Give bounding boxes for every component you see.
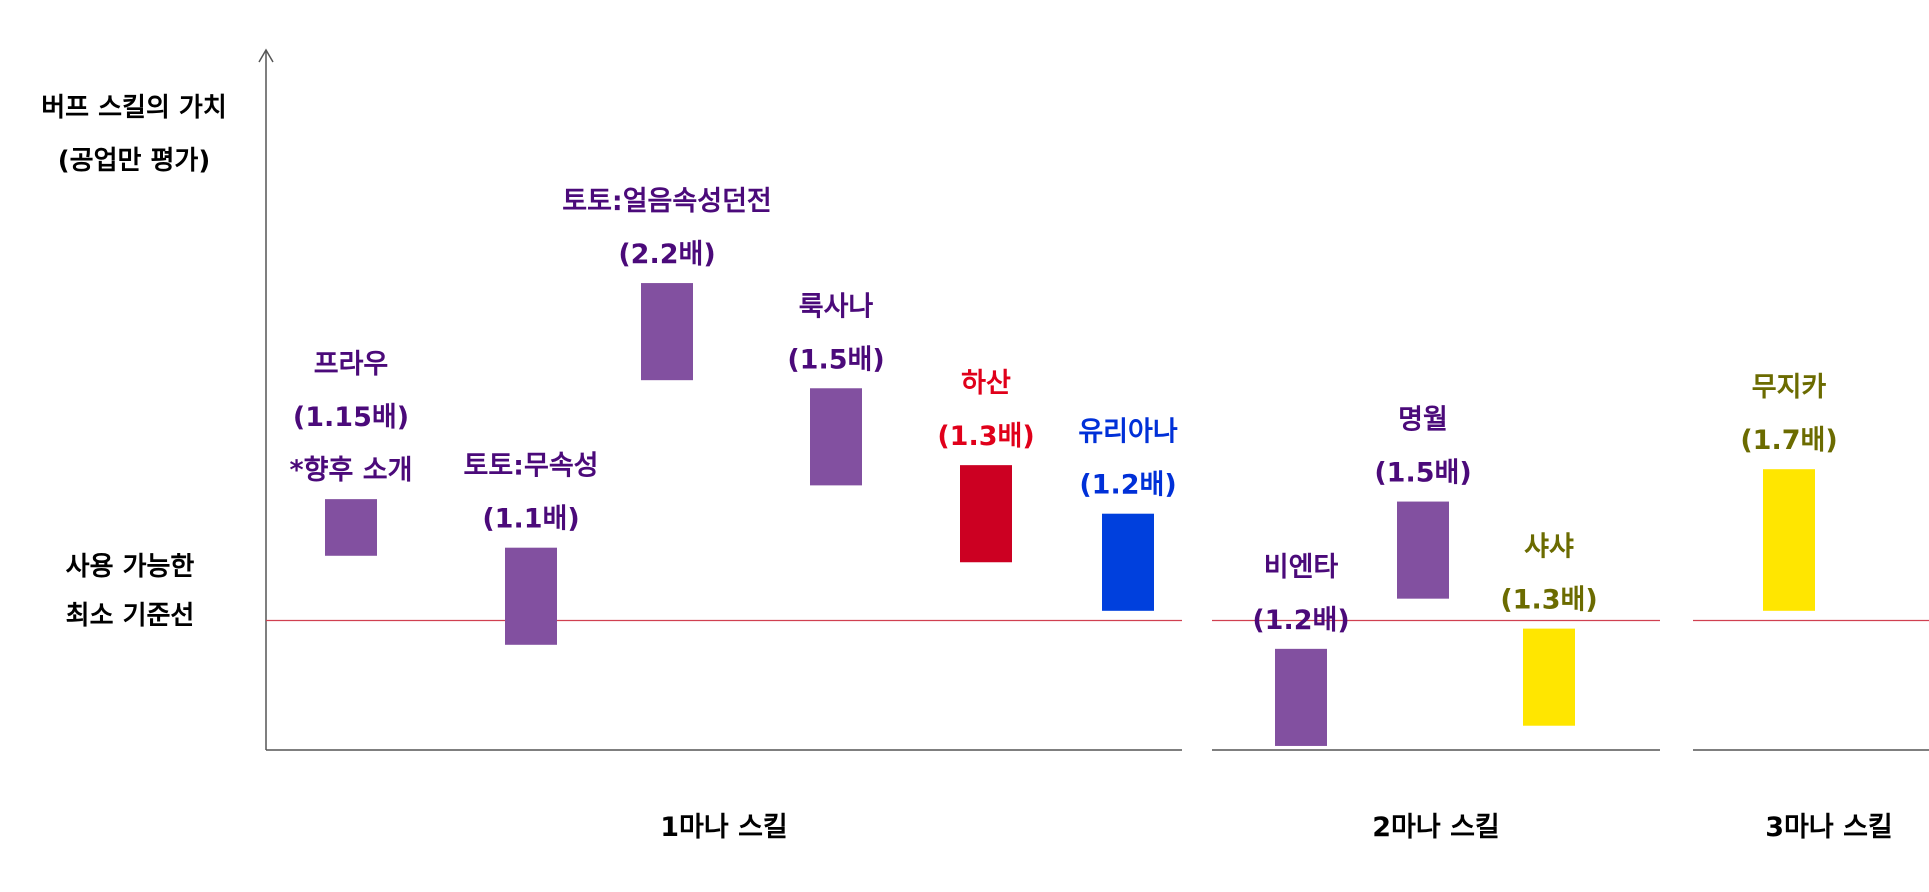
bar [810,388,862,486]
bar [1102,513,1154,611]
y-axis-arrow-icon [258,48,274,63]
bar [641,283,693,381]
group-label: 1마나 스킬 [660,812,788,843]
bar-value-label: (1.1배) [482,504,579,535]
bar-value-label: (1.7배) [1740,425,1837,456]
bar-value-label: (1.2배) [1252,605,1349,636]
bar [960,465,1012,563]
bar-name-label: 토토:얼음속성던전 [562,186,772,217]
bar-name-label: 룩사나 [799,291,874,322]
bars [325,283,1815,746]
bar-name-label: 토토:무속성 [464,451,599,482]
baseline-label-line-1: 사용 가능한 [66,552,195,582]
y-axis [258,48,274,750]
bar-value-label: (1.15배) [293,402,409,433]
bar-value-label: (1.3배) [937,421,1034,452]
group-label: 2마나 스킬 [1372,812,1500,843]
bar-value-label: (1.2배) [1079,470,1176,501]
bar-name-label: 비엔타 [1264,552,1339,583]
bar [1275,648,1327,746]
y-axis-title-line-1: 버프 스킬의 가치 [41,93,227,123]
baseline-label-line-2: 최소 기준선 [66,601,195,631]
y-axis-title: 버프 스킬의 가치 (공업만 평가) [41,93,227,176]
bar-labels: 프라우 (1.15배) *향후 소개 토토:무속성 (1.1배) 토토:얼음속성던전 (2.… [290,186,1838,636]
bar-name-label: 샤샤 [1524,532,1574,563]
bar [1397,501,1449,599]
bar-value-label: (2.2배) [618,239,715,270]
bar [505,547,557,645]
bar-value-label: (1.3배) [1500,585,1597,616]
bar [1763,469,1815,611]
bar-note-label: *향후 소개 [290,455,413,486]
bar [325,499,377,556]
bar-name-label: 유리아나 [1078,417,1178,448]
bar [1523,628,1575,726]
group-label: 3마나 스킬 [1765,812,1893,843]
bar-name-label: 프라우 [314,349,389,380]
bar-value-label: (1.5배) [1374,458,1471,489]
bar-name-label: 명월 [1398,405,1448,436]
baseline-label: 사용 가능한 최소 기준선 [66,552,195,631]
bar-name-label: 하산 [961,368,1011,399]
bar-name-label: 무지카 [1752,372,1827,403]
group-labels: 1마나 스킬 2마나 스킬 3마나 스킬 [660,812,1893,843]
bar-value-label: (1.5배) [787,344,884,375]
y-axis-title-line-2: (공업만 평가) [58,146,210,176]
